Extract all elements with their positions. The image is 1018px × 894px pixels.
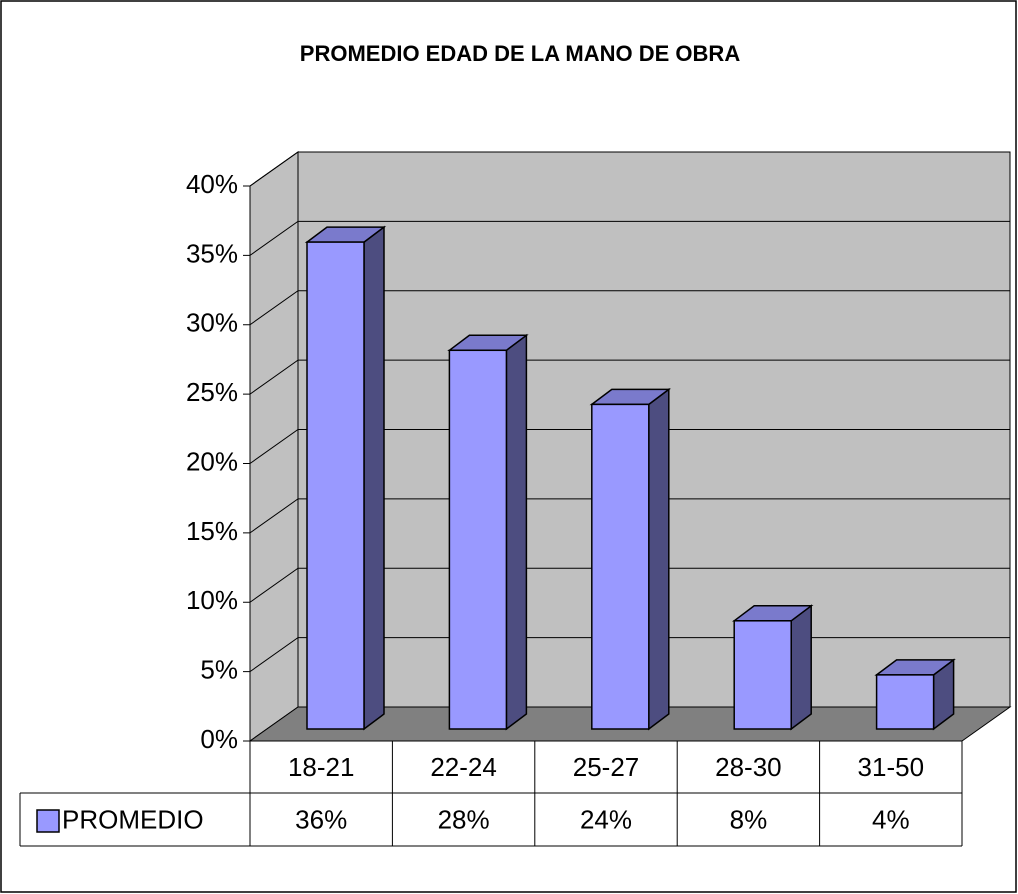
y-tick-label: 15% — [186, 516, 238, 546]
data-label: 36% — [295, 804, 347, 834]
grid-line — [249, 290, 1010, 326]
data-label: 24% — [580, 804, 632, 834]
y-tick-label: 10% — [186, 585, 238, 615]
data-label: 28% — [438, 804, 490, 834]
x-tick-label: 31-50 — [858, 752, 925, 782]
grid-line — [249, 429, 1010, 464]
legend-label: PROMEDIO — [62, 804, 204, 834]
y-tick-label: 40% — [186, 169, 238, 199]
grid-line — [249, 220, 1010, 256]
y-tick-label: 30% — [186, 308, 238, 338]
bar — [448, 349, 508, 730]
bar — [733, 620, 792, 730]
grid-line — [249, 567, 1010, 603]
data-label: 4% — [872, 804, 910, 834]
grid-line — [249, 359, 1010, 395]
bar — [591, 403, 650, 730]
x-tick-label: 22-24 — [430, 752, 497, 782]
chart-title: PROMEDIO EDAD DE LA MANO DE OBRA — [300, 41, 741, 66]
bar-side — [363, 225, 385, 731]
bar — [875, 674, 935, 730]
legend-swatch — [36, 809, 60, 833]
bar — [306, 241, 365, 730]
y-tick-label: 20% — [186, 446, 238, 476]
bar-side — [648, 387, 670, 731]
grid-line — [249, 498, 1010, 534]
x-tick-label: 25-27 — [573, 752, 640, 782]
y-tick-label: 0% — [200, 724, 238, 754]
grid-line — [249, 151, 1010, 187]
y-tick-label: 35% — [186, 238, 238, 268]
x-tick-label: 18-21 — [288, 752, 355, 782]
bar-side — [505, 333, 528, 731]
y-tick-label: 5% — [200, 655, 238, 685]
y-tick-label: 25% — [186, 377, 238, 407]
data-label: 8% — [730, 804, 768, 834]
bar-side — [790, 604, 812, 731]
x-tick-label: 28-30 — [715, 752, 782, 782]
